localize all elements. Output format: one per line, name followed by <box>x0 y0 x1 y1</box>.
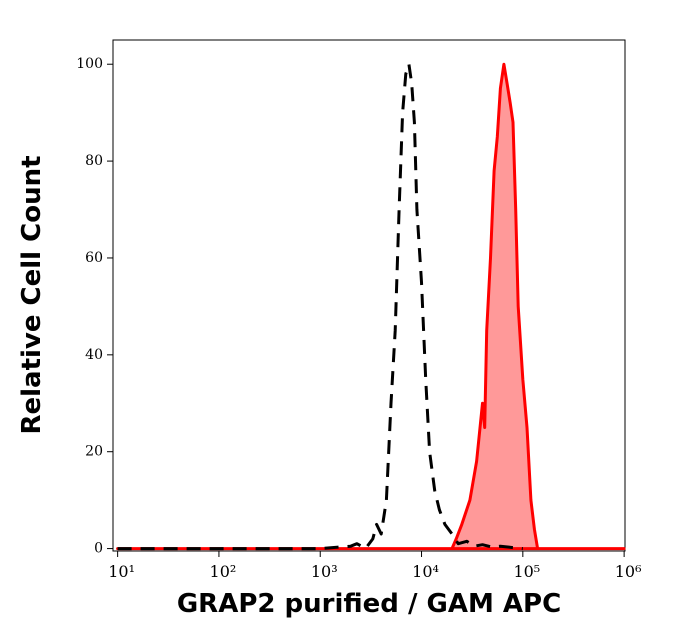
y-tick-label: 60 <box>85 250 103 266</box>
x-tick-label: 10¹ <box>108 562 135 581</box>
area <box>116 62 626 551</box>
y-tick-label: 20 <box>85 444 103 460</box>
x-tick-label: 10² <box>210 562 237 581</box>
line <box>117 62 523 551</box>
x-tick-label: 10³ <box>311 562 338 581</box>
y-tick-label: 40 <box>85 347 103 363</box>
x-axis-title: GRAP2 purified / GAM APC <box>177 589 561 619</box>
x-tick-label: 10⁵ <box>513 562 540 581</box>
y-tick-label: 0 <box>94 541 103 557</box>
y-tick-label: 100 <box>76 56 103 72</box>
y-axis-title: Relative Cell Count <box>17 155 47 434</box>
y-tick-label: 80 <box>85 153 103 169</box>
x-tick-label: 10⁴ <box>412 562 439 581</box>
x-tick-label: 10⁶ <box>615 562 642 581</box>
plot-frame <box>112 39 626 552</box>
